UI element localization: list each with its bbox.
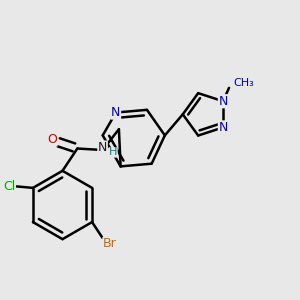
Text: N: N [218,121,228,134]
Text: Br: Br [103,237,117,250]
Text: N: N [98,141,107,154]
Text: H: H [109,147,118,158]
Text: N: N [111,106,121,119]
Text: Cl: Cl [3,180,15,193]
Text: CH₃: CH₃ [233,77,254,88]
Text: N: N [218,95,228,108]
Text: O: O [47,133,57,146]
